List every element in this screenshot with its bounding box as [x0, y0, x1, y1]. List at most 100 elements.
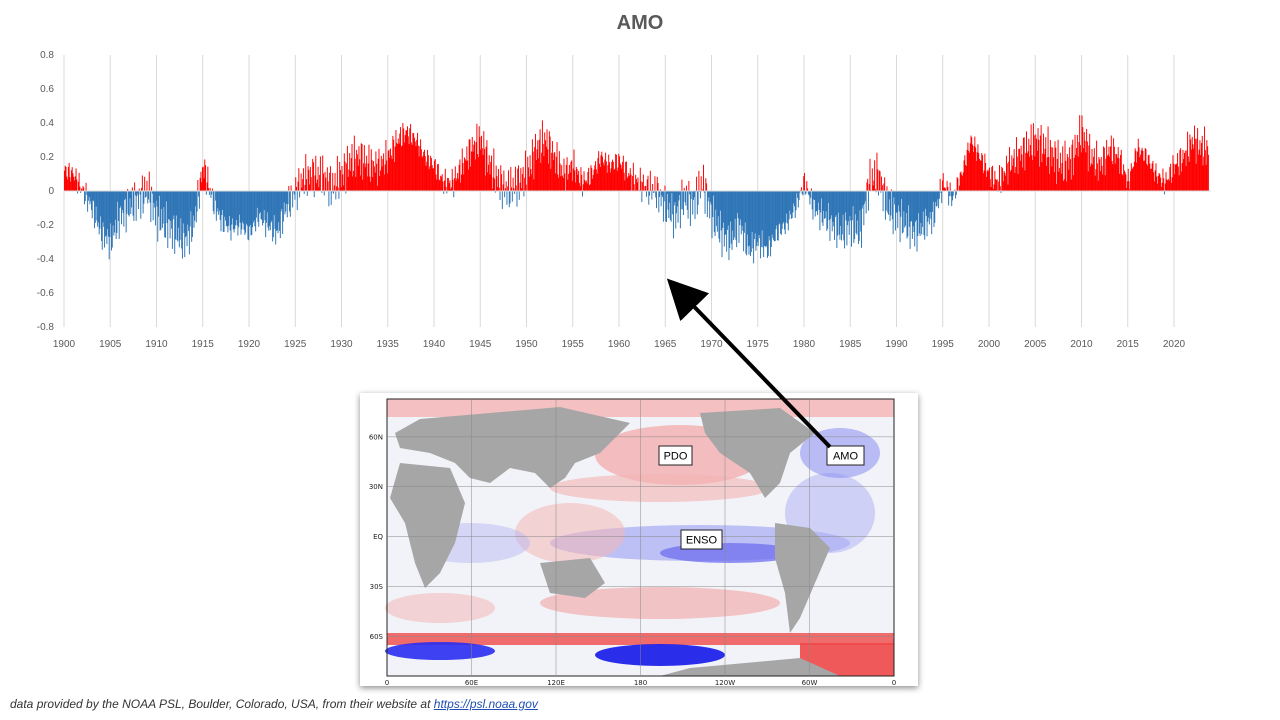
x-tick-label: 2000 — [978, 339, 1001, 350]
amo-bar — [1176, 163, 1178, 191]
amo-bar — [856, 191, 858, 235]
amo-bar — [898, 191, 900, 206]
amo-bar — [229, 191, 231, 231]
amo-bar — [770, 191, 772, 247]
amo-bar — [173, 191, 175, 216]
amo-bar — [748, 191, 750, 255]
amo-bar — [1049, 173, 1051, 191]
amo-bar — [78, 172, 80, 191]
amo-bar — [264, 191, 266, 221]
amo-bar — [531, 139, 533, 191]
amo-bar — [799, 191, 801, 193]
amo-bar — [970, 135, 972, 191]
amo-bar — [1198, 149, 1200, 191]
amo-bar — [769, 191, 771, 241]
amo-bar — [1039, 135, 1041, 191]
amo-bar — [744, 191, 746, 223]
amo-bar — [480, 149, 482, 191]
amo-bar — [704, 191, 706, 214]
amo-bar — [696, 191, 698, 215]
amo-bar — [1154, 170, 1156, 191]
amo-bar — [269, 191, 271, 231]
amo-bar — [687, 191, 689, 219]
amo-bar — [1056, 184, 1058, 191]
amo-bar — [729, 191, 731, 249]
amo-bar — [91, 191, 93, 219]
amo-bar — [1014, 172, 1016, 191]
amo-bar — [884, 177, 886, 191]
amo-bar — [533, 179, 535, 191]
amo-bar — [470, 166, 472, 191]
amo-bar — [148, 171, 150, 191]
amo-bar — [740, 191, 741, 220]
amo-bar — [829, 191, 831, 241]
credit-link[interactable]: https://psl.noaa.gov — [433, 697, 538, 711]
amo-bar — [1083, 148, 1085, 191]
amo-bar — [66, 176, 68, 191]
amo-bar — [374, 172, 376, 191]
amo-bar — [104, 191, 106, 237]
amo-bar — [972, 152, 974, 191]
amo-bar — [238, 191, 240, 228]
amo-bar — [545, 140, 546, 191]
amo-bar — [1006, 163, 1008, 191]
amo-bar — [878, 191, 879, 196]
amo-bar — [518, 165, 519, 191]
amo-bar — [740, 191, 742, 235]
amo-bar — [982, 173, 984, 191]
amo-bar — [524, 150, 526, 191]
amo-bar — [679, 191, 681, 196]
amo-bar — [1074, 134, 1076, 191]
amo-bar — [779, 191, 781, 224]
amo-bar — [1206, 140, 1208, 191]
amo-bar — [419, 146, 421, 191]
amo-bar — [67, 179, 69, 191]
amo-bar — [632, 176, 634, 191]
amo-bar — [169, 191, 171, 239]
amo-bar — [365, 163, 367, 191]
amo-bar — [344, 161, 346, 191]
amo-bar — [276, 191, 278, 231]
amo-bar — [956, 177, 958, 191]
amo-bar — [699, 191, 701, 199]
amo-bar — [893, 191, 895, 198]
amo-bar — [1057, 139, 1059, 191]
pdo-label-box: PDO — [658, 445, 693, 466]
amo-bar — [159, 191, 161, 231]
amo-bar — [686, 191, 688, 210]
amo-bar — [518, 191, 520, 200]
amo-bar — [250, 191, 252, 236]
amo-bar — [113, 191, 115, 236]
amo-bar — [384, 164, 386, 191]
amo-bar — [671, 191, 673, 194]
amo-bar — [154, 191, 156, 226]
amo-bar — [534, 147, 536, 191]
amo-bar — [1121, 173, 1123, 191]
amo-bar — [656, 176, 658, 191]
amo-bar — [304, 184, 306, 191]
amo-bar — [680, 191, 682, 210]
amo-bar — [528, 176, 530, 191]
amo-bar — [271, 191, 273, 221]
amo-bar — [662, 191, 664, 198]
amo-bar — [302, 168, 304, 191]
amo-bar — [213, 191, 215, 215]
amo-bar — [931, 191, 933, 212]
amo-bar — [1202, 165, 1204, 191]
amo-bar — [919, 191, 921, 237]
amo-bar — [1049, 140, 1051, 191]
amo-bar — [144, 191, 146, 198]
amo-bar — [1167, 178, 1169, 191]
amo-bar — [719, 191, 721, 243]
amo-bar — [1157, 183, 1159, 191]
amo-bar — [457, 178, 459, 191]
amo-bar — [801, 191, 803, 195]
amo-bar — [884, 191, 886, 220]
amo-bar — [283, 191, 285, 203]
amo-bar — [286, 191, 288, 218]
amo-bar — [771, 191, 773, 235]
amo-bar — [193, 191, 195, 228]
amo-bar — [1039, 166, 1041, 191]
amo-bar — [121, 191, 123, 210]
longitude-label: 120E — [547, 679, 565, 686]
